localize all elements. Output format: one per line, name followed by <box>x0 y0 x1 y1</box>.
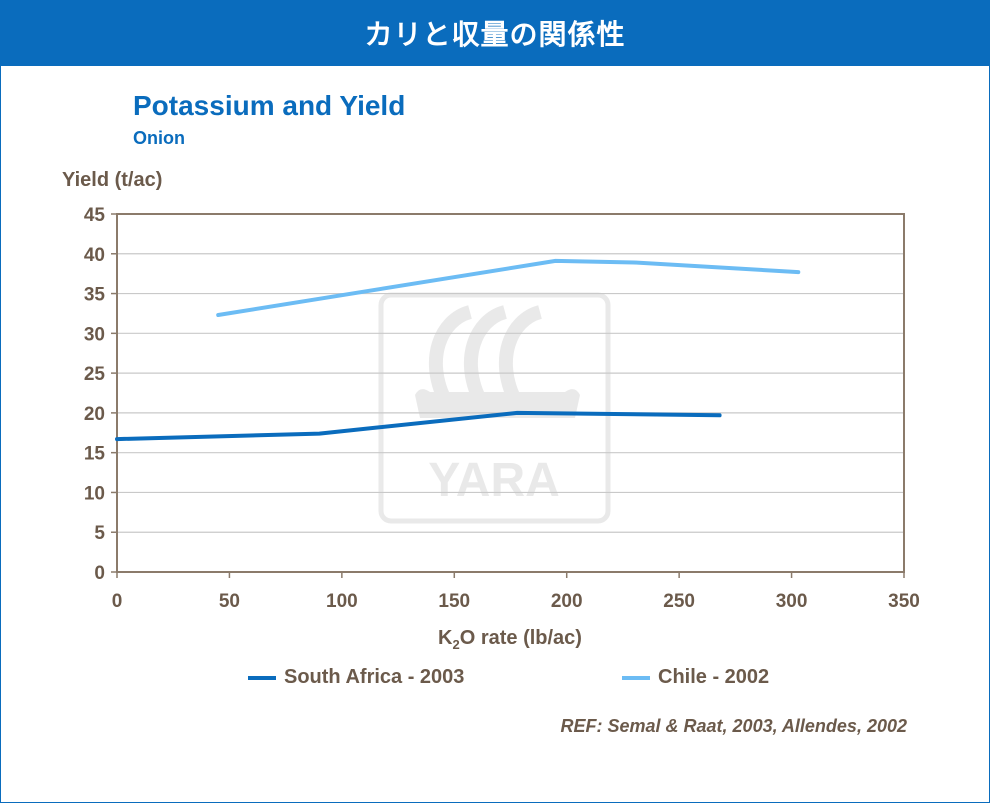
chart-title: Potassium and Yield <box>133 90 406 121</box>
x-tick-label-250: 250 <box>663 591 695 612</box>
legend-label-south-africa: South Africa - 2003 <box>284 666 465 688</box>
series-lines <box>115 258 801 442</box>
watermark-text: YARA <box>428 454 560 507</box>
legend-swatch-chile <box>622 675 650 680</box>
y-tick-label-30: 30 <box>84 324 105 345</box>
y-tick-label-35: 35 <box>84 285 106 306</box>
series-line-south-africa <box>115 410 722 442</box>
x-tick-label-200: 200 <box>551 591 583 612</box>
axes: 0 5 10 15 20 25 30 35 40 45 0 50 100 150 200 250 300 350 <box>84 205 920 612</box>
x-tick-label-100: 100 <box>326 591 358 612</box>
y-tick-label-20: 20 <box>84 404 105 425</box>
legend-label-chile: Chile - 2002 <box>658 666 770 688</box>
legend-item-south-africa: South Africa - 2003 <box>248 666 464 689</box>
chart-subtitle: Onion <box>133 128 185 148</box>
x-tick-label-350: 350 <box>888 591 920 612</box>
x-tick-label-150: 150 <box>438 591 470 612</box>
legend-item-chile: Chile - 2002 <box>622 666 769 689</box>
y-axis-label: Yield (t/ac) <box>62 169 163 191</box>
page-banner-title: カリと収量の関係性 <box>0 0 990 66</box>
x-axis-label: K2O rate (lb/ac) <box>0 627 990 652</box>
y-tick-label-5: 5 <box>94 523 105 544</box>
yara-logo-watermark: YARA <box>378 292 611 524</box>
y-tick-label-15: 15 <box>84 444 106 465</box>
x-tick-label-50: 50 <box>219 591 240 612</box>
legend-swatch-south-africa <box>248 675 276 680</box>
reference-note: REF: Semal & Raat, 2003, Allendes, 2002 <box>560 716 908 736</box>
x-tick-label-0: 0 <box>112 591 123 612</box>
y-tick-label-45: 45 <box>84 205 106 226</box>
x-axis-label-k: K <box>438 627 453 649</box>
y-tick-label-40: 40 <box>84 245 105 266</box>
x-axis-label-subscript: 2 <box>452 637 460 652</box>
plot-area-border <box>116 213 905 573</box>
y-tick-label-0: 0 <box>94 563 105 584</box>
x-tick-label-300: 300 <box>776 591 808 612</box>
x-axis-label-rest: O rate (lb/ac) <box>459 627 582 649</box>
series-line-chile <box>216 258 801 317</box>
y-tick-label-25: 25 <box>84 364 106 385</box>
y-tick-label-10: 10 <box>84 483 105 504</box>
